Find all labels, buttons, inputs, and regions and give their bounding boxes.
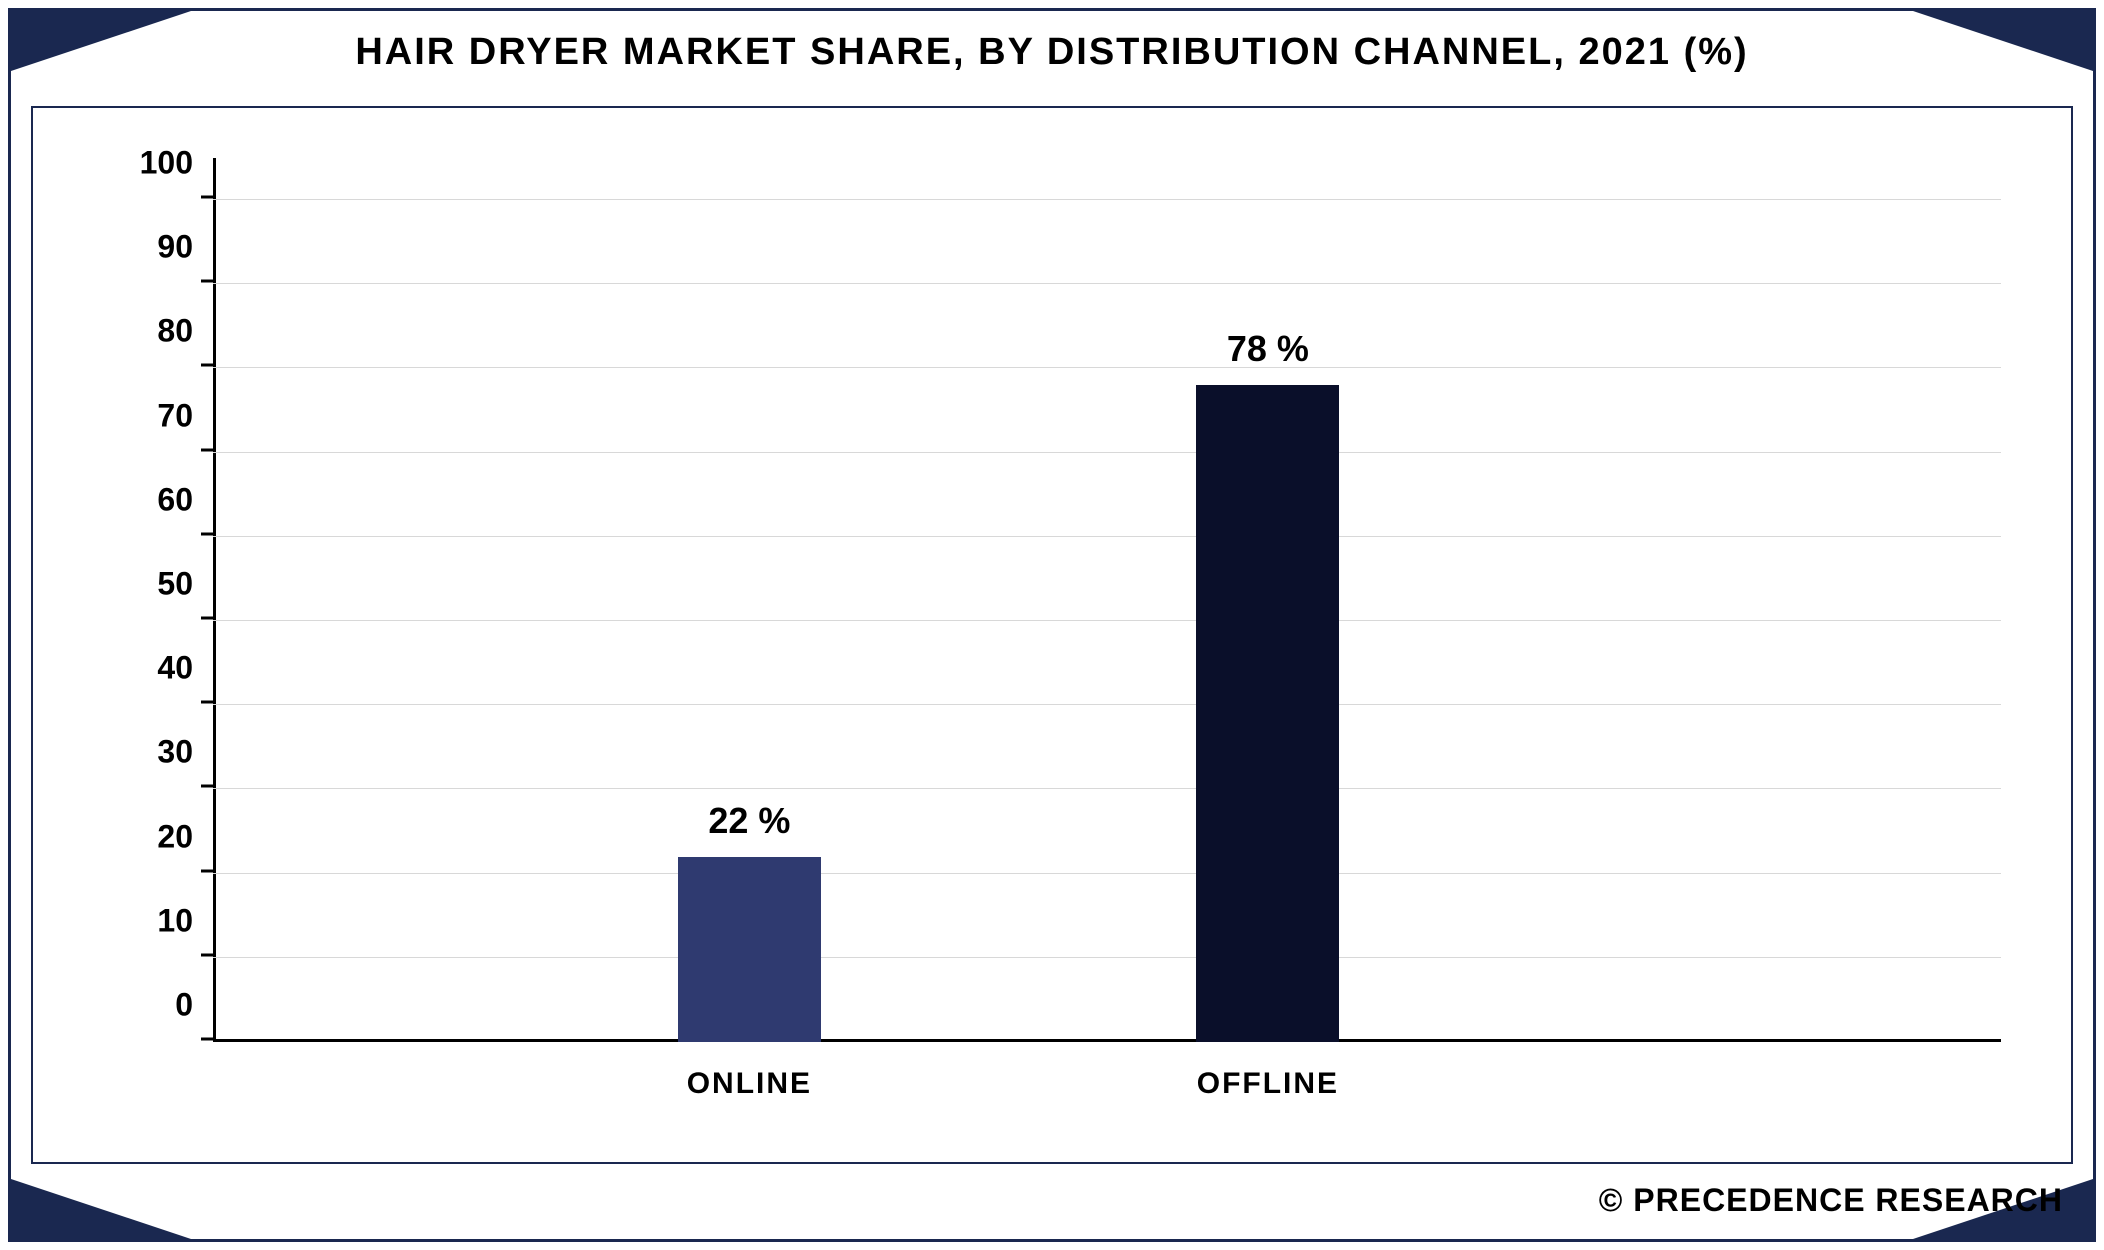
bar: 22 % [678, 857, 821, 1042]
y-tick-mark [201, 785, 213, 788]
y-tick-mark [201, 701, 213, 704]
y-tick-label: 90 [157, 229, 193, 266]
corner-decoration-bl [11, 1179, 191, 1239]
chart-panel: 0 10 20 30 40 50 60 70 80 90 100 22 % ONLINE 78 % OFFL… [31, 106, 2073, 1164]
gridline [213, 957, 2001, 958]
y-tick-label: 20 [157, 818, 193, 855]
y-tick-mark [201, 196, 213, 199]
gridline [213, 452, 2001, 453]
gridline [213, 704, 2001, 705]
bar: 78 % [1196, 385, 1339, 1042]
y-tick-mark [201, 448, 213, 451]
y-axis-line [213, 158, 216, 1042]
gridline [213, 283, 2001, 284]
outer-frame: HAIR DRYER MARKET SHARE, BY DISTRIBUTION… [8, 8, 2096, 1242]
gridline [213, 873, 2001, 874]
copyright-text: © PRECEDENCE RESEARCH [1599, 1182, 2063, 1219]
y-tick-label: 40 [157, 650, 193, 687]
y-tick-mark [201, 532, 213, 535]
y-tick-label: 30 [157, 734, 193, 771]
corner-decoration-tr [1913, 11, 2093, 71]
y-tick-label: 0 [175, 987, 193, 1024]
y-tick-mark [201, 869, 213, 872]
corner-decoration-tl [11, 11, 191, 71]
y-tick-label: 100 [140, 145, 193, 182]
gridline [213, 199, 2001, 200]
x-category-label: ONLINE [687, 1067, 812, 1101]
y-tick-mark [201, 1038, 213, 1041]
gridline [213, 536, 2001, 537]
bar-value-label: 22 % [708, 800, 790, 842]
y-tick-mark [201, 364, 213, 367]
y-tick-label: 70 [157, 397, 193, 434]
y-tick-label: 50 [157, 566, 193, 603]
y-tick-label: 80 [157, 313, 193, 350]
gridline [213, 788, 2001, 789]
bar-value-label: 78 % [1227, 328, 1309, 370]
y-tick-label: 10 [157, 902, 193, 939]
x-category-label: OFFLINE [1197, 1067, 1339, 1101]
chart-plot-area: 010203040506070809010022 %ONLINE78 %OFFL… [213, 158, 2001, 1042]
gridline [213, 620, 2001, 621]
y-tick-mark [201, 617, 213, 620]
gridline [213, 367, 2001, 368]
x-axis-line [213, 1039, 2001, 1042]
y-tick-label: 60 [157, 481, 193, 518]
chart-title: HAIR DRYER MARKET SHARE, BY DISTRIBUTION… [211, 31, 1893, 74]
y-tick-mark [201, 280, 213, 283]
y-tick-mark [201, 953, 213, 956]
